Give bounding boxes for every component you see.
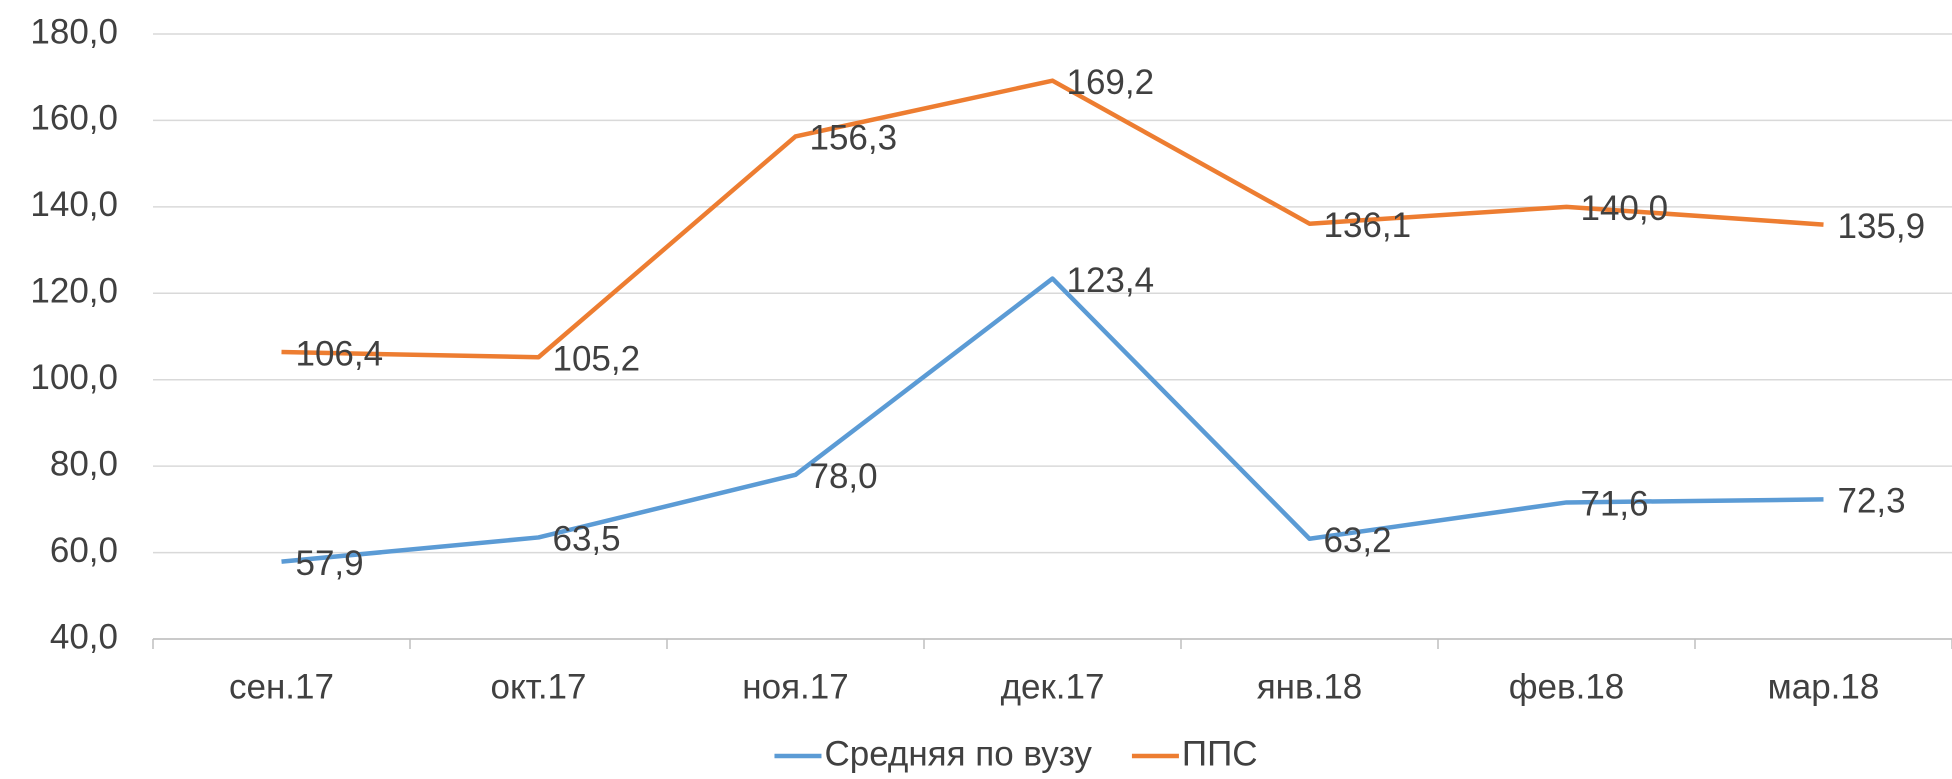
data-label: 136,1 [1324, 206, 1412, 245]
legend: Средняя по вузу ППС [774, 734, 1258, 773]
data-label: 105,2 [553, 339, 641, 378]
data-label: 169,2 [1067, 63, 1155, 102]
x-tick-label: мар.18 [1768, 667, 1880, 706]
y-tick-label: 140,0 [30, 185, 118, 224]
series-line [281, 78, 1824, 360]
y-tick-label: 80,0 [50, 444, 118, 483]
x-tick-label: дек.17 [1001, 667, 1105, 706]
y-tick-label: 60,0 [50, 531, 118, 570]
data-label: 63,2 [1324, 521, 1392, 560]
data-label: 78,0 [810, 457, 878, 496]
data-label: 72,3 [1838, 482, 1906, 521]
data-label: 106,4 [296, 334, 384, 373]
x-tick-label: янв.18 [1257, 667, 1363, 706]
data-label: 140,0 [1581, 189, 1669, 228]
data-label: 57,9 [296, 544, 364, 583]
x-tick-label: фев.18 [1509, 667, 1625, 706]
x-tick-label: ноя.17 [742, 667, 848, 706]
y-tick-label: 120,0 [30, 272, 118, 311]
data-label: 156,3 [810, 119, 898, 158]
series-line [281, 276, 1824, 564]
legend-label: ППС [1182, 734, 1258, 773]
data-label: 63,5 [553, 520, 621, 559]
y-tick-label: 100,0 [30, 358, 118, 397]
data-label: 135,9 [1838, 207, 1926, 246]
legend-label: Средняя по вузу [824, 734, 1092, 773]
y-tick-label: 160,0 [30, 99, 118, 138]
data-label: 123,4 [1067, 261, 1155, 300]
y-tick-label: 180,0 [30, 12, 118, 51]
x-tick-label: окт.17 [491, 667, 587, 706]
data-label: 71,6 [1581, 485, 1649, 524]
y-tick-label: 40,0 [50, 617, 118, 656]
x-tick-label: сен.17 [229, 667, 334, 706]
